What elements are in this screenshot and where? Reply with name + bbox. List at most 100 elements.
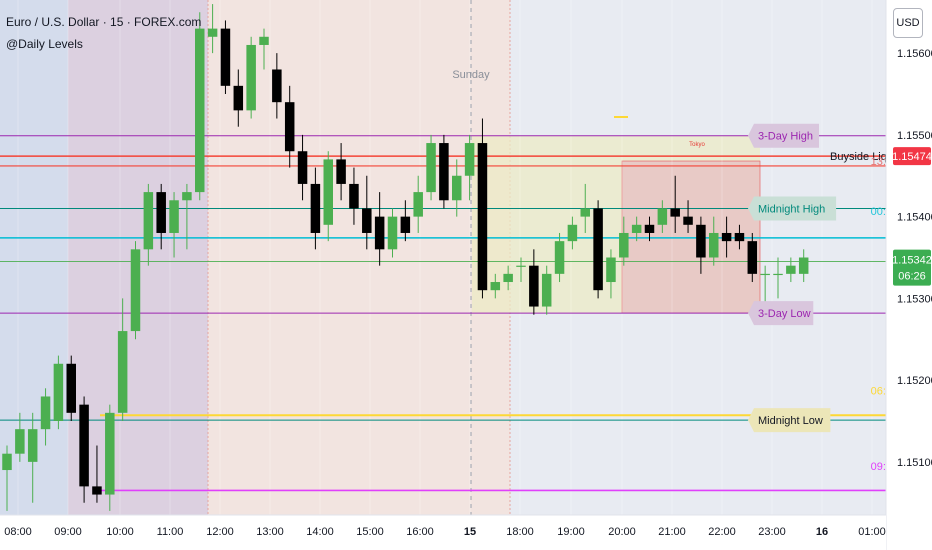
candle	[246, 36, 256, 119]
midnight-low-label: Midnight Low	[758, 415, 823, 427]
candle-body	[156, 192, 166, 233]
current-price-tag	[893, 249, 931, 286]
candle-body	[374, 216, 385, 250]
candle	[734, 224, 745, 250]
candle-body	[336, 159, 346, 184]
time-tick: 16	[816, 526, 828, 538]
price-axis-pad	[886, 8, 894, 16]
candle-body	[734, 232, 745, 242]
candle	[297, 134, 308, 201]
candle-body	[696, 224, 706, 258]
currency-label: USD	[896, 17, 920, 29]
candle	[15, 412, 25, 462]
candle	[130, 241, 141, 340]
3-day-high-label-box	[748, 123, 819, 148]
candle-body	[323, 159, 333, 225]
candle-body	[207, 28, 218, 37]
candle	[631, 216, 642, 242]
candle-body	[92, 486, 102, 495]
candle	[529, 249, 539, 315]
candle	[567, 216, 578, 250]
candle-body	[464, 143, 475, 176]
price-tick: 1.15300	[897, 293, 932, 305]
time-tick: 12:00	[206, 526, 234, 538]
price-tick: 1.15600	[897, 48, 932, 60]
candle	[310, 167, 321, 250]
candle	[426, 134, 436, 201]
time-tick: 23:00	[758, 526, 786, 538]
candle	[195, 12, 205, 201]
candle	[413, 175, 423, 233]
candle	[259, 28, 269, 70]
candle-body	[79, 404, 89, 487]
time-tick: 16:00	[406, 526, 434, 538]
time-tick: 14:00	[306, 526, 334, 538]
candle-body	[2, 453, 12, 471]
candle-body	[220, 28, 231, 86]
yellow-marker	[614, 116, 628, 118]
candle-body	[297, 151, 308, 184]
sunday-label: Sunday	[452, 69, 490, 81]
newyork-session-shade	[208, 0, 510, 515]
indicator-name[interactable]: @Daily Levels	[6, 37, 83, 51]
candle-body	[143, 192, 154, 250]
time-tick: 21:00	[658, 526, 686, 538]
candle-body	[773, 273, 783, 276]
candle	[2, 445, 12, 511]
time-tick: 19:00	[557, 526, 585, 538]
time-tick: 09:00	[54, 526, 82, 538]
candle-body	[452, 175, 462, 201]
midnight-high-label: Midnight High	[758, 203, 825, 215]
candle-body	[747, 241, 758, 274]
candle-body	[27, 429, 38, 462]
time-tick: 15:00	[356, 526, 384, 538]
price-tick: 1.15400	[897, 212, 932, 224]
time-tick: 22:00	[708, 526, 736, 538]
candle-body	[15, 429, 25, 454]
candle-body	[580, 208, 590, 217]
candle	[182, 183, 192, 250]
time-tick: 08:00	[4, 526, 32, 538]
currency-button[interactable]: USD	[893, 8, 923, 38]
candle	[516, 257, 526, 283]
candle	[541, 265, 552, 315]
candle	[593, 200, 603, 299]
candle-body	[503, 273, 513, 283]
tokyo-label: Tokyo	[689, 142, 705, 148]
time-tick: 13:00	[256, 526, 284, 538]
candle	[207, 4, 218, 54]
candle-body	[760, 273, 770, 276]
candle	[683, 200, 693, 233]
candle	[220, 20, 231, 95]
candle-body	[541, 273, 552, 307]
candle-body	[798, 257, 809, 274]
candle	[670, 175, 680, 233]
candle-body	[683, 216, 693, 225]
candle-body	[606, 257, 616, 283]
candle	[92, 445, 102, 503]
candle	[66, 355, 76, 421]
candle-body	[53, 363, 64, 421]
candle	[105, 404, 115, 511]
candle	[40, 388, 51, 446]
candle-body	[619, 232, 629, 258]
candle	[169, 192, 179, 258]
candle-body	[657, 208, 668, 225]
candle-body	[400, 216, 411, 233]
candle-body	[284, 102, 295, 152]
countdown-text: 06:26	[898, 271, 926, 283]
3-day-high-label: 3-Day High	[758, 131, 813, 143]
candle	[709, 216, 719, 266]
candle-body	[477, 143, 488, 291]
candle	[79, 396, 89, 503]
3-day-low-label: 3-Day Low	[758, 308, 811, 320]
candle-body	[567, 224, 578, 242]
candle-body	[40, 396, 51, 430]
candle	[786, 257, 796, 283]
candle-body	[670, 208, 680, 217]
price-tick: 1.15200	[897, 375, 932, 387]
candle-body	[516, 265, 526, 267]
candle	[323, 151, 333, 242]
symbol-title[interactable]: Euro / U.S. Dollar · 15 · FOREX.com	[6, 15, 202, 29]
